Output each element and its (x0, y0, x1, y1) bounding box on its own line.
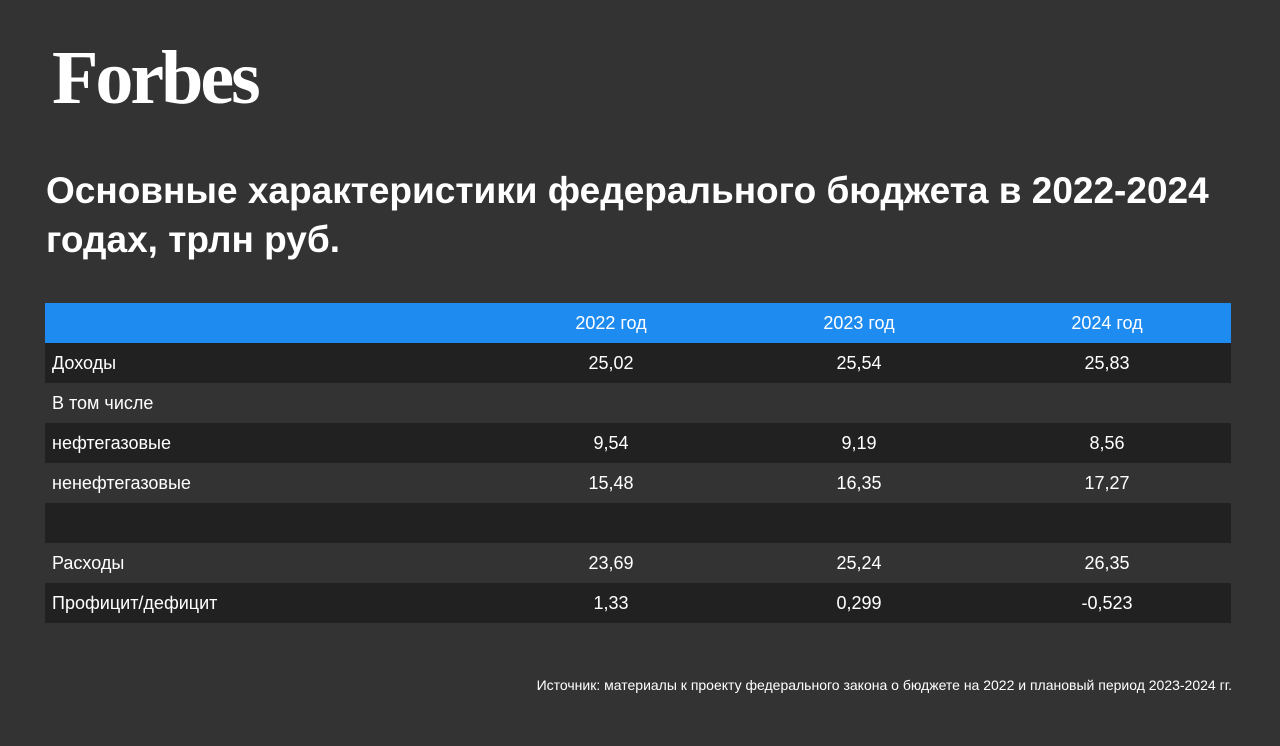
cell-2022 (487, 503, 735, 543)
row-label (45, 503, 487, 543)
table-row-revenue: Доходы 25,02 25,54 25,83 (45, 343, 1231, 383)
cell-2023: 16,35 (836, 472, 882, 493)
table-row-oil-gas: нефтегазовые 9,54 9,19 8,56 (45, 423, 1231, 463)
cell-2024: 26,35 (1084, 552, 1130, 573)
cell-2023: 9,19 (841, 432, 877, 453)
table-row-expenses: Расходы 23,69 25,24 26,35 (45, 543, 1231, 583)
table-row-empty (45, 503, 1231, 543)
cell-2022: 23,69 (588, 552, 634, 573)
cell-2022 (487, 383, 735, 423)
column-header-2022: 2022 год (575, 312, 647, 333)
cell-2022: 9,54 (593, 432, 629, 453)
cell-2024 (983, 383, 1231, 423)
column-header-2023: 2023 год (823, 312, 895, 333)
column-header-label (45, 303, 487, 343)
cell-2023 (735, 503, 983, 543)
table-row-non-oil-gas: ненефтегазовые 15,48 16,35 17,27 (45, 463, 1231, 503)
row-label: Расходы (52, 552, 125, 573)
cell-2023: 25,54 (836, 352, 882, 373)
row-label: нефтегазовые (52, 432, 171, 453)
cell-2023 (735, 383, 983, 423)
row-label: Профицит/дефицит (52, 592, 218, 613)
cell-2024: 17,27 (1084, 472, 1130, 493)
cell-2024 (983, 503, 1231, 543)
cell-2022: 1,33 (593, 592, 629, 613)
cell-2022: 15,48 (588, 472, 634, 493)
row-label: Доходы (52, 352, 117, 373)
forbes-logo: Forbes (52, 36, 261, 120)
cell-2023: 25,24 (836, 552, 882, 573)
cell-2024: 25,83 (1084, 352, 1130, 373)
row-label: В том числе (52, 392, 154, 413)
cell-2024: -0,523 (1081, 592, 1133, 613)
cell-2022: 25,02 (588, 352, 634, 373)
table-header-row: 2022 год 2023 год 2024 год (45, 303, 1231, 343)
row-label: ненефтегазовые (52, 472, 191, 493)
budget-table: 2022 год 2023 год 2024 год Доходы 25,02 … (45, 303, 1231, 623)
source-note: Источник: материалы к проекту федерально… (536, 677, 1232, 693)
column-header-2024: 2024 год (1071, 312, 1143, 333)
cell-2023: 0,299 (836, 592, 882, 613)
table-row-balance: Профицит/дефицит 1,33 0,299 -0,523 (45, 583, 1231, 623)
page-title: Основные характеристики федерального бюд… (46, 170, 1209, 260)
table-row-including: В том числе (45, 383, 1231, 423)
cell-2024: 8,56 (1089, 432, 1125, 453)
